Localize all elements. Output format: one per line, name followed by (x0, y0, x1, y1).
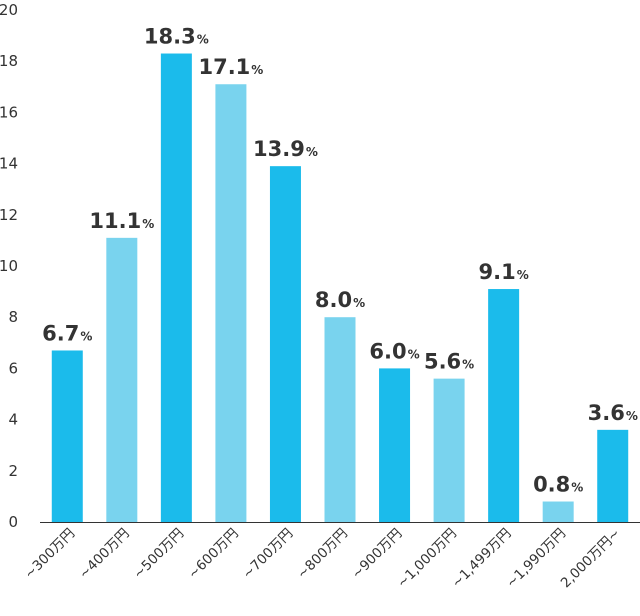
value-label-number: 6.7 (42, 321, 79, 345)
x-tick-label: ~500万円 (131, 526, 188, 583)
value-label-unit: % (626, 409, 638, 423)
value-label-number: 18.3 (144, 25, 196, 49)
x-tick-label: ~800万円 (294, 526, 351, 583)
value-label-number: 5.6 (424, 350, 461, 374)
value-label-number: 3.6 (588, 401, 625, 425)
bar (488, 289, 520, 522)
y-tick-label: 18 (0, 52, 18, 70)
value-label-number: 13.9 (253, 137, 305, 161)
y-tick-label: 4 (8, 411, 18, 429)
bar (51, 350, 83, 522)
x-tick-label: ~400万円 (76, 526, 133, 583)
x-tick-label: ~700万円 (240, 526, 297, 583)
value-label-number: 17.1 (198, 55, 250, 79)
value-label-unit: % (353, 296, 365, 310)
value-label-number: 0.8 (533, 473, 570, 497)
value-label-unit: % (571, 481, 583, 495)
y-tick-label: 2 (8, 462, 18, 480)
value-label-unit: % (517, 268, 529, 282)
value-label: 5.6% (424, 350, 474, 374)
value-label-number: 6.0 (369, 339, 406, 363)
value-label-unit: % (80, 329, 92, 343)
x-tick-label: ~300万円 (21, 526, 78, 583)
value-label-unit: % (197, 33, 209, 47)
bar (597, 429, 629, 522)
y-tick-label: 20 (0, 1, 18, 19)
value-label: 9.1% (479, 260, 529, 284)
value-label: 8.0% (315, 288, 365, 312)
y-tick-label: 12 (0, 206, 18, 224)
y-axis: 0 2 4 6 8 10 12 14 16 18 20 (0, 1, 18, 531)
value-label-number: 11.1 (89, 209, 141, 233)
bar (106, 237, 138, 522)
bar (542, 501, 574, 522)
value-label: 6.7% (42, 321, 92, 345)
value-label: 18.3% (144, 25, 209, 49)
value-labels: 6.7%11.1%18.3%17.1%13.9%8.0%6.0% 5.6%9.1%… (42, 25, 638, 497)
value-label-unit: % (306, 145, 318, 159)
bar (379, 368, 411, 522)
value-label: 17.1% (198, 55, 263, 79)
value-label-number: 8.0 (315, 288, 352, 312)
value-label-number: 9.1 (479, 260, 516, 284)
value-label: 3.6% (588, 401, 638, 425)
bar (324, 317, 356, 522)
y-tick-label: 6 (8, 359, 18, 377)
value-label-unit: % (142, 217, 154, 231)
value-label-unit: % (408, 347, 420, 361)
bar (433, 378, 465, 522)
bar (215, 84, 247, 523)
x-tick-label: 2,000万円~ (558, 526, 624, 592)
y-tick-label: 10 (0, 257, 18, 275)
value-label: 13.9% (253, 137, 318, 161)
y-tick-label: 14 (0, 155, 18, 173)
bar (269, 166, 301, 522)
y-tick-label: 8 (8, 308, 18, 326)
y-tick-label: 0 (8, 513, 18, 531)
value-label: 0.8% (533, 473, 583, 497)
bars (51, 53, 629, 523)
bar (160, 53, 192, 523)
x-axis-labels: ~300万円~400万円~500万円~600万円~700万円~800万円~900… (21, 526, 623, 592)
value-label: 6.0% (369, 339, 419, 363)
x-tick-label: ~900万円 (349, 526, 406, 583)
value-label: 11.1% (89, 209, 154, 233)
y-tick-label: 16 (0, 103, 18, 121)
value-label-unit: % (462, 358, 474, 372)
value-label-unit: % (251, 63, 263, 77)
x-tick-label: ~600万円 (185, 526, 242, 583)
